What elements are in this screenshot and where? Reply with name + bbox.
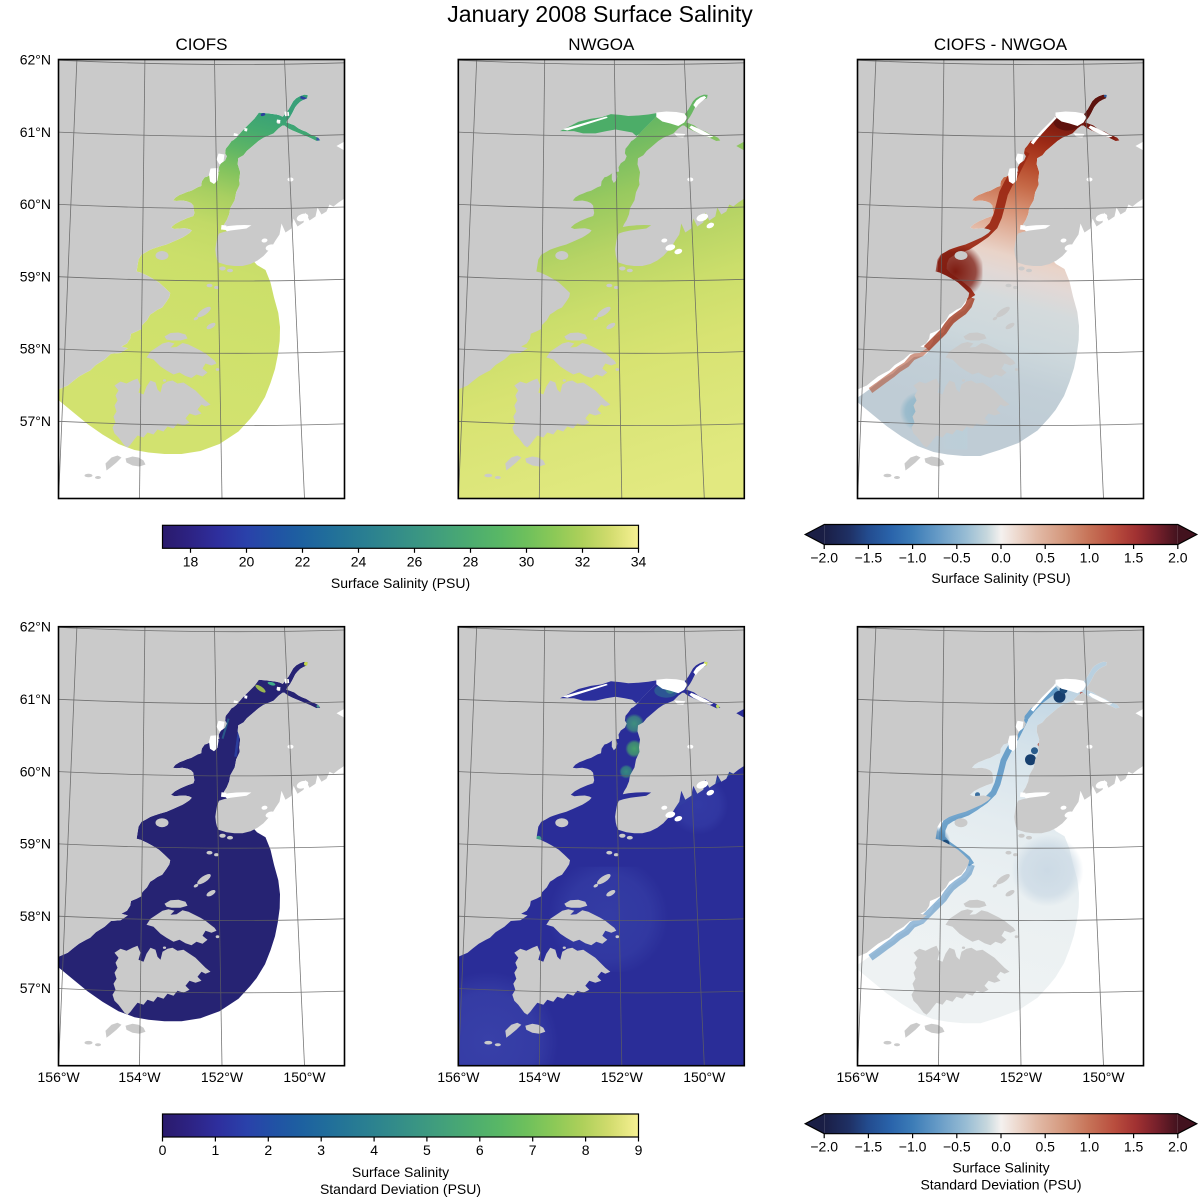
svg-text:150°W: 150°W xyxy=(1082,1069,1125,1085)
svg-text:62°N: 62°N xyxy=(20,52,51,68)
svg-text:NWGOA: NWGOA xyxy=(568,35,635,54)
svg-text:8: 8 xyxy=(582,1142,590,1158)
svg-text:Surface Salinity (PSU): Surface Salinity (PSU) xyxy=(331,575,470,591)
svg-text:CIOFS - NWGOA: CIOFS - NWGOA xyxy=(934,35,1068,54)
svg-text:0.0: 0.0 xyxy=(991,1139,1011,1155)
svg-text:1.0: 1.0 xyxy=(1080,1139,1100,1155)
svg-text:24: 24 xyxy=(351,553,367,569)
svg-text:−0.5: −0.5 xyxy=(943,1139,971,1155)
svg-text:154°W: 154°W xyxy=(118,1069,161,1085)
svg-text:1.0: 1.0 xyxy=(1080,550,1100,566)
svg-text:5: 5 xyxy=(423,1142,431,1158)
svg-text:0.5: 0.5 xyxy=(1035,550,1055,566)
svg-text:152°W: 152°W xyxy=(1000,1069,1043,1085)
svg-text:61°N: 61°N xyxy=(20,124,51,140)
svg-text:CIOFS: CIOFS xyxy=(176,35,228,54)
svg-text:3: 3 xyxy=(317,1142,325,1158)
svg-text:Surface Salinity: Surface Salinity xyxy=(952,1160,1049,1176)
svg-text:2.0: 2.0 xyxy=(1168,1139,1188,1155)
svg-text:0.0: 0.0 xyxy=(991,550,1011,566)
svg-text:28: 28 xyxy=(463,553,479,569)
svg-text:59°N: 59°N xyxy=(20,836,51,852)
svg-text:156°W: 156°W xyxy=(437,1069,480,1085)
svg-text:1: 1 xyxy=(212,1142,220,1158)
svg-text:57°N: 57°N xyxy=(20,413,51,429)
svg-text:Standard Deviation (PSU): Standard Deviation (PSU) xyxy=(320,1181,481,1197)
svg-text:6: 6 xyxy=(476,1142,484,1158)
svg-text:January 2008 Surface Salinity: January 2008 Surface Salinity xyxy=(447,1,753,27)
svg-text:2: 2 xyxy=(264,1142,272,1158)
svg-text:60°N: 60°N xyxy=(20,196,51,212)
svg-text:Standard Deviation (PSU): Standard Deviation (PSU) xyxy=(920,1177,1081,1193)
svg-text:58°N: 58°N xyxy=(20,908,51,924)
svg-text:7: 7 xyxy=(529,1142,537,1158)
svg-text:32: 32 xyxy=(575,553,591,569)
svg-text:9: 9 xyxy=(635,1142,643,1158)
svg-text:26: 26 xyxy=(407,553,423,569)
svg-text:150°W: 150°W xyxy=(283,1069,326,1085)
svg-text:−0.5: −0.5 xyxy=(943,550,971,566)
svg-text:18: 18 xyxy=(183,553,199,569)
svg-text:1.5: 1.5 xyxy=(1124,550,1144,566)
svg-text:2.0: 2.0 xyxy=(1168,550,1188,566)
svg-text:34: 34 xyxy=(631,553,647,569)
svg-text:−1.5: −1.5 xyxy=(855,550,883,566)
svg-text:57°N: 57°N xyxy=(20,980,51,996)
svg-text:−2.0: −2.0 xyxy=(810,550,838,566)
svg-text:154°W: 154°W xyxy=(518,1069,561,1085)
svg-text:156°W: 156°W xyxy=(837,1069,880,1085)
svg-text:20: 20 xyxy=(239,553,255,569)
svg-text:61°N: 61°N xyxy=(20,691,51,707)
svg-text:156°W: 156°W xyxy=(38,1069,81,1085)
svg-text:150°W: 150°W xyxy=(683,1069,726,1085)
svg-text:Surface Salinity (PSU): Surface Salinity (PSU) xyxy=(931,570,1070,586)
svg-text:1.5: 1.5 xyxy=(1124,1139,1144,1155)
svg-text:−1.5: −1.5 xyxy=(855,1139,883,1155)
svg-text:0.5: 0.5 xyxy=(1035,1139,1055,1155)
svg-text:152°W: 152°W xyxy=(201,1069,244,1085)
svg-text:154°W: 154°W xyxy=(917,1069,960,1085)
svg-text:4: 4 xyxy=(370,1142,378,1158)
svg-text:30: 30 xyxy=(519,553,535,569)
svg-text:58°N: 58°N xyxy=(20,341,51,357)
svg-text:152°W: 152°W xyxy=(601,1069,644,1085)
svg-text:60°N: 60°N xyxy=(20,763,51,779)
svg-text:22: 22 xyxy=(295,553,311,569)
svg-text:−1.0: −1.0 xyxy=(899,550,927,566)
svg-text:59°N: 59°N xyxy=(20,268,51,284)
svg-text:Surface Salinity: Surface Salinity xyxy=(352,1164,449,1180)
svg-text:0: 0 xyxy=(159,1142,167,1158)
svg-text:−1.0: −1.0 xyxy=(899,1139,927,1155)
svg-text:−2.0: −2.0 xyxy=(810,1139,838,1155)
svg-text:62°N: 62°N xyxy=(20,619,51,635)
